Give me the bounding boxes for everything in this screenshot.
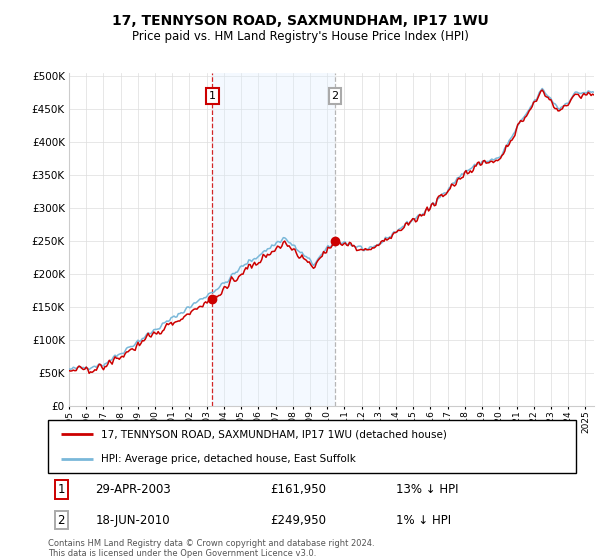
Text: 1% ↓ HPI: 1% ↓ HPI xyxy=(397,514,452,526)
Text: 18-JUN-2010: 18-JUN-2010 xyxy=(95,514,170,526)
Text: 2: 2 xyxy=(332,91,338,101)
FancyBboxPatch shape xyxy=(48,420,576,473)
Text: 13% ↓ HPI: 13% ↓ HPI xyxy=(397,483,459,496)
Text: 17, TENNYSON ROAD, SAXMUNDHAM, IP17 1WU: 17, TENNYSON ROAD, SAXMUNDHAM, IP17 1WU xyxy=(112,14,488,28)
Text: 17, TENNYSON ROAD, SAXMUNDHAM, IP17 1WU (detached house): 17, TENNYSON ROAD, SAXMUNDHAM, IP17 1WU … xyxy=(101,430,446,440)
Text: £161,950: £161,950 xyxy=(270,483,326,496)
Text: HPI: Average price, detached house, East Suffolk: HPI: Average price, detached house, East… xyxy=(101,454,356,464)
Text: 1: 1 xyxy=(58,483,65,496)
Text: 29-APR-2003: 29-APR-2003 xyxy=(95,483,171,496)
Text: Price paid vs. HM Land Registry's House Price Index (HPI): Price paid vs. HM Land Registry's House … xyxy=(131,30,469,43)
Text: £249,950: £249,950 xyxy=(270,514,326,526)
Bar xyxy=(212,73,335,406)
Text: Contains HM Land Registry data © Crown copyright and database right 2024.
This d: Contains HM Land Registry data © Crown c… xyxy=(48,539,374,558)
Text: 1: 1 xyxy=(209,91,216,101)
Text: 2: 2 xyxy=(58,514,65,526)
